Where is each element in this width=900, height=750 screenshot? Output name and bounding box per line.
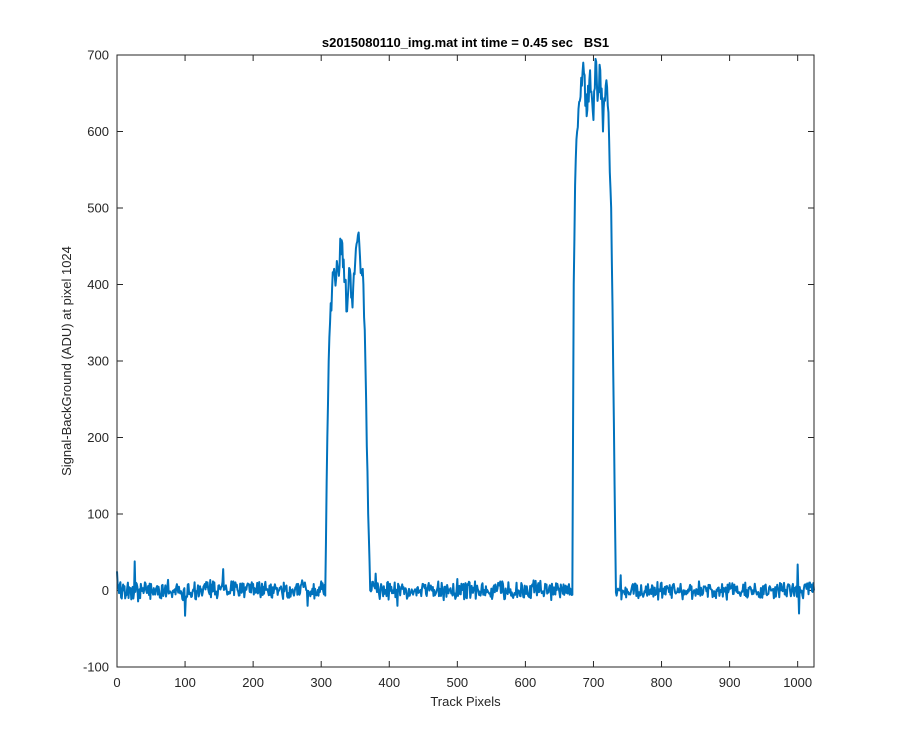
- x-tick-label: 200: [242, 675, 264, 690]
- y-tick-label: -100: [83, 660, 109, 675]
- x-tick-label: 900: [719, 675, 741, 690]
- x-tick-label: 300: [310, 675, 332, 690]
- series-layer: [116, 57, 815, 617]
- chart-title: s2015080110_img.mat int time = 0.45 sec …: [322, 35, 609, 50]
- y-tick-label: 100: [87, 507, 109, 522]
- series-line: [116, 57, 815, 617]
- y-tick-label: 600: [87, 124, 109, 139]
- y-tick-label: 0: [102, 583, 109, 598]
- x-tick-label: 100: [174, 675, 196, 690]
- y-tick-label: 500: [87, 201, 109, 216]
- x-axis-label: Track Pixels: [430, 694, 501, 709]
- y-axis-label: Signal-BackGround (ADU) at pixel 1024: [59, 246, 74, 476]
- y-tick-label: 300: [87, 354, 109, 369]
- plot-frame: [116, 54, 815, 668]
- y-tick-label: 700: [87, 48, 109, 63]
- x-tick-label: 1000: [783, 675, 812, 690]
- y-tick-label: 400: [87, 277, 109, 292]
- y-tick-label: 200: [87, 430, 109, 445]
- tick-layer: 0 100 200 300 400 500 600 700 800 900 1000 -100 0 100…: [83, 48, 814, 690]
- x-tick-label: 500: [446, 675, 468, 690]
- x-tick-label: 700: [583, 675, 605, 690]
- x-tick-label: 800: [651, 675, 673, 690]
- plot-area-background: [117, 55, 814, 667]
- x-tick-label: 600: [515, 675, 537, 690]
- x-tick-label: 400: [378, 675, 400, 690]
- x-tick-label: 0: [113, 675, 120, 690]
